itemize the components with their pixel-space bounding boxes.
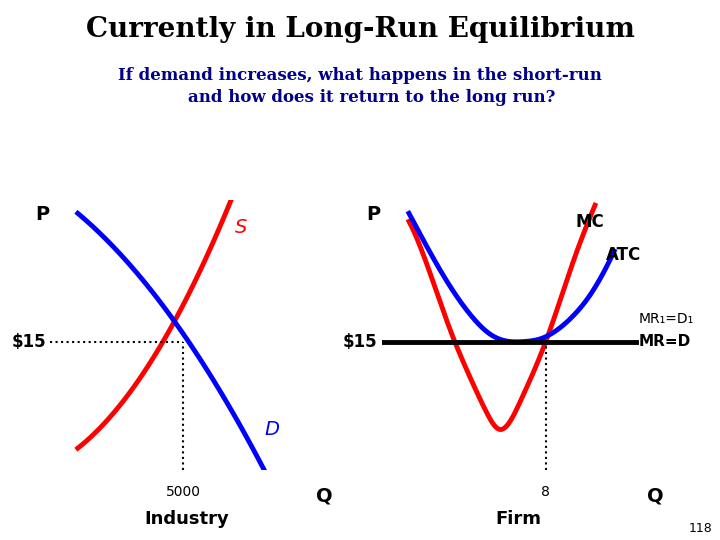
Text: MR=D: MR=D	[639, 334, 691, 349]
Text: P: P	[35, 205, 49, 224]
Text: $S$: $S$	[234, 219, 248, 237]
Text: Q: Q	[315, 486, 333, 505]
Text: Industry: Industry	[145, 510, 230, 528]
Text: 118: 118	[689, 522, 713, 535]
Text: ATC: ATC	[606, 246, 642, 264]
Text: $15: $15	[343, 333, 377, 350]
Text: and how does it return to the long run?: and how does it return to the long run?	[165, 89, 555, 106]
Text: 8: 8	[541, 485, 550, 498]
Text: $15: $15	[12, 333, 46, 350]
Text: Q: Q	[647, 486, 664, 505]
Text: MC: MC	[576, 213, 605, 231]
Text: MR₁=D₁: MR₁=D₁	[639, 312, 694, 326]
Text: Firm: Firm	[495, 510, 541, 528]
Text: If demand increases, what happens in the short-run: If demand increases, what happens in the…	[118, 68, 602, 84]
Text: 5000: 5000	[166, 485, 201, 498]
Text: Currently in Long-Run Equilibrium: Currently in Long-Run Equilibrium	[86, 16, 634, 43]
Text: P: P	[366, 205, 380, 224]
Text: $D$: $D$	[264, 421, 280, 439]
